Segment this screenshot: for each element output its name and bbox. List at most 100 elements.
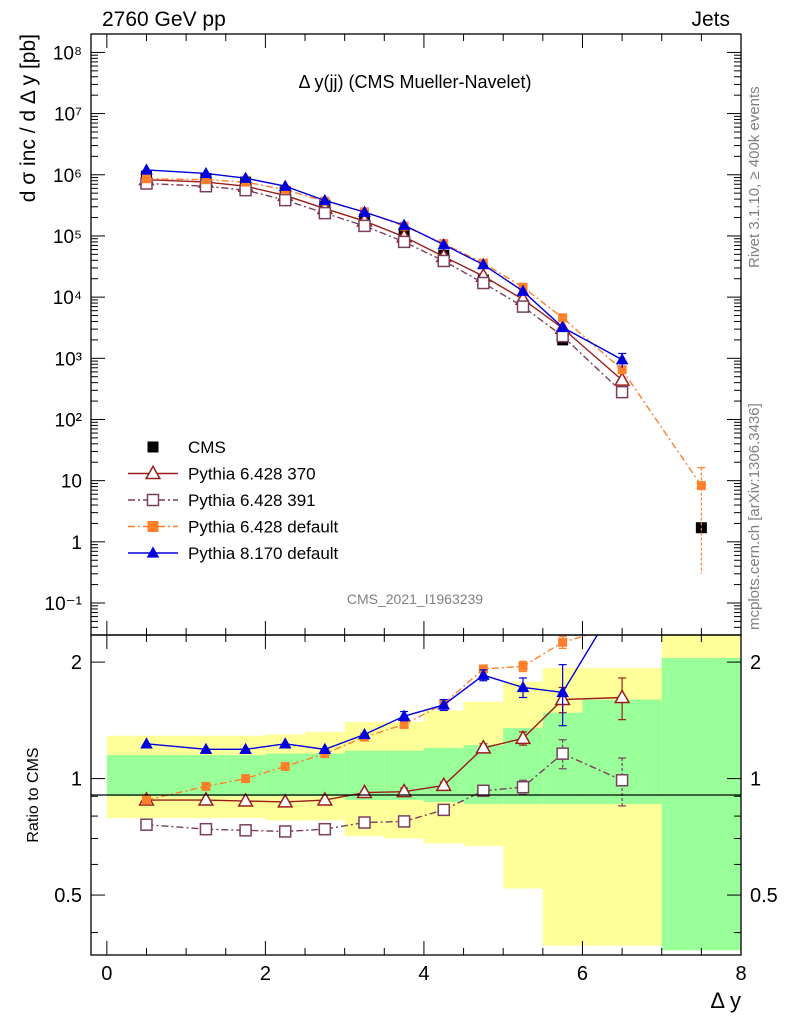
series-3-point (141, 174, 151, 184)
y-tick-label: 10⁴ (53, 288, 82, 309)
y-tick-label: 10⁷ (54, 105, 82, 126)
legend-label: Pythia 6.428 391 (188, 491, 316, 510)
series-2-point (516, 300, 530, 313)
series-4-ratio-line (146, 635, 599, 751)
ratio-plot-marks (138, 587, 631, 838)
inner-band-bin (106, 755, 187, 797)
series-3-point (558, 313, 568, 323)
series-3-ratio-point (618, 620, 627, 629)
series-2-point (615, 385, 629, 399)
series-3-ratio-point (558, 637, 568, 647)
x-tick-label: 2 (260, 963, 271, 985)
series-1-ratio-point (613, 688, 631, 704)
uncertainty-bands (106, 635, 741, 951)
series-3-ratio-point (399, 719, 409, 729)
series-2-ratio-point (318, 822, 332, 836)
series-4-point (615, 353, 629, 365)
series-2-line (146, 182, 623, 393)
series-3-ratio-point (201, 781, 211, 791)
series-2-ratio-point (477, 784, 490, 798)
main-plot-marks (138, 163, 707, 574)
series-2-ratio-point (556, 747, 569, 760)
ratio-tick-label: 0.5 (750, 885, 778, 907)
series-2-ratio-point (278, 825, 292, 838)
x-tick-label: 8 (735, 963, 746, 985)
series-3-line (146, 178, 702, 487)
axes: 0 2 4 6 8 10⁻¹ 1 10 10² 10³ 10⁴ 10⁵ 10⁶ 10⁷ 10⁸ 0.5 0.5 1… (45, 33, 778, 985)
series-3-point (696, 481, 706, 491)
watermark: CMS_2021_I1963239 (347, 591, 483, 607)
series-2-ratio-point (199, 822, 213, 836)
series-3-ratio-point (241, 774, 251, 784)
series-4-ratio-point (616, 587, 629, 598)
series-4-point (318, 193, 332, 206)
series-1-ratio-point (514, 729, 532, 745)
series-4-point (278, 179, 292, 191)
series-4-point (239, 171, 252, 183)
y-tick-label: 10 (61, 472, 82, 493)
series-2-ratio-point (516, 780, 530, 794)
y-tick-label: 10⁻¹ (45, 594, 83, 615)
ratio-tick-label: 1 (750, 769, 761, 791)
y-tick-label: 10⁸ (53, 43, 82, 64)
series-1-ratio-point (475, 739, 492, 754)
series-2-ratio-point (397, 815, 411, 828)
legend-label: Pythia 6.428 370 (188, 465, 316, 484)
series-2-ratio-point (358, 816, 371, 829)
series-1-ratio-point (237, 792, 254, 807)
process-label: Jets (691, 8, 730, 31)
ratio-tick-label: 0.5 (54, 885, 82, 907)
y-tick-label: 10² (55, 410, 82, 431)
series-4-point (199, 166, 213, 179)
series-1-line (146, 179, 623, 381)
series-4-ratio-point (140, 737, 153, 749)
chart-texts: Δ y(jj) (CMS Mueller-Navelet) CMS_2021_I1… (17, 34, 741, 1013)
x-tick-label: 4 (418, 963, 429, 985)
inner-band-bin (265, 753, 306, 797)
series-4-ratio-point (278, 737, 292, 749)
series-2-ratio-point (437, 803, 450, 817)
series-1-ratio-point (277, 793, 294, 808)
legend-marker (146, 493, 160, 507)
series-3-ratio-point (518, 661, 528, 671)
series-4-ratio-point (516, 680, 530, 693)
legend-label: Pythia 8.170 default (188, 544, 339, 563)
inner-band-bin (305, 753, 345, 797)
series-2-point (358, 219, 371, 233)
series-4-ratio-point (556, 685, 569, 698)
series-2-point (397, 235, 411, 249)
legend-label: Pythia 6.428 default (188, 518, 339, 537)
legend-label: CMS (188, 438, 226, 457)
series-2-ratio-point (239, 824, 252, 837)
ratio-tick-label: 1 (71, 769, 82, 791)
inner-band-bin (661, 657, 741, 951)
series-2-point (318, 206, 332, 220)
series-4-point (140, 163, 153, 175)
series-2-ratio-point (140, 818, 153, 831)
series-3-point (201, 175, 211, 185)
series-4-ratio-point (199, 742, 213, 755)
series-4-point (397, 218, 411, 230)
ratio-tick-label: 2 (750, 652, 761, 674)
series-2-ratio-point (615, 774, 629, 787)
legend: CMS Pythia 6.428 370 Pythia 6.428 391 Pythi… (128, 438, 339, 563)
series-1-point (613, 371, 631, 386)
inner-band-bin (423, 747, 464, 802)
series-4-ratio-point (397, 709, 411, 721)
ratio-tick-label: 2 (71, 652, 82, 674)
ratio-axis-label: Ratio to CMS (25, 747, 42, 842)
series-2-point (556, 329, 569, 343)
series-4-line (146, 169, 623, 361)
y-tick-label: 1 (71, 533, 82, 554)
series-2-ratio-line (146, 752, 623, 833)
series-1-ratio-line (146, 696, 623, 803)
series-2-point (278, 193, 292, 207)
ratio-plot-frame (90, 634, 742, 956)
series-4-point (477, 258, 490, 270)
legend-marker (147, 521, 159, 532)
series-4-ratio-point (358, 727, 371, 740)
legend-marker (147, 441, 159, 453)
series-1-ratio-point (197, 791, 215, 806)
series-4-point (437, 238, 451, 250)
